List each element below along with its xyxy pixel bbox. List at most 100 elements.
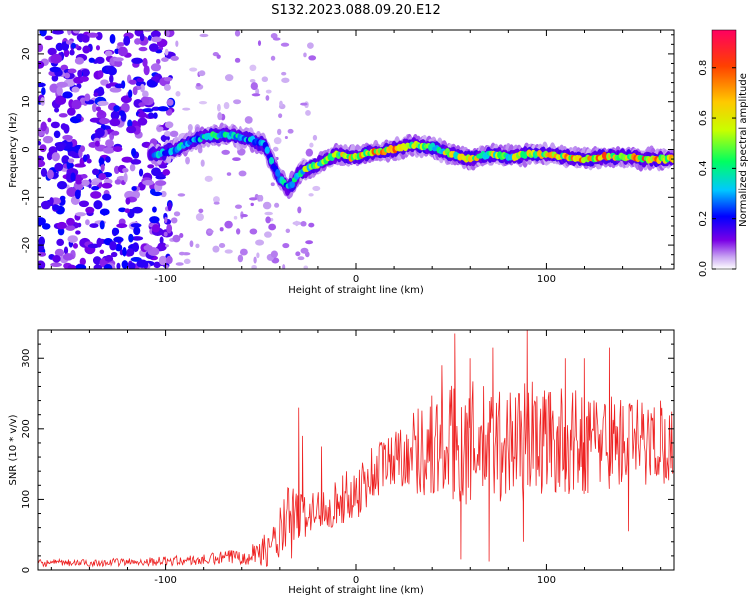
spectrogram-noise-blob (96, 237, 103, 248)
spectrogram-ridge-core (268, 157, 275, 165)
spectrogram-noise-blob (142, 179, 155, 186)
spectrogram-noise-blob (138, 46, 148, 52)
snr-x-label: Height of straight line (km) (288, 585, 424, 596)
spectrogram-noise-blob (100, 162, 105, 172)
spectrogram-noise-blob (88, 57, 95, 63)
spectrogram-noise-blob (270, 250, 278, 258)
spectrogram-noise-blob (126, 248, 135, 257)
spectrogram-noise-blob (114, 59, 123, 68)
spectrogram-noise-blob (87, 243, 100, 249)
spectrogram-noise-blob (219, 227, 224, 232)
spectrogram-noise-blob (274, 202, 280, 208)
spectrogram-noise-blob (118, 207, 127, 213)
spectrogram-noise-blob (253, 256, 257, 264)
spectrogram-noise-blob (122, 167, 129, 173)
spectrogram-noise-blob (93, 264, 103, 269)
spectrogram-noise-blob (159, 236, 164, 244)
spectrogram-noise-blob (85, 206, 95, 214)
spectrogram-noise-blob (280, 42, 290, 47)
spectrogram-noise-blob (56, 86, 63, 96)
spectrogram-noise-blob (250, 202, 254, 207)
spectrogram-noise-blob (147, 35, 152, 41)
spectrogram-noise-blob (130, 159, 142, 165)
spectrogram-noise-blob (112, 227, 120, 236)
spectrogram-noise-blob (249, 78, 256, 83)
spectrogram-noise-blob (177, 193, 186, 197)
spectrogram-noise-blob (157, 106, 169, 112)
spectrogram-noise-blob (163, 131, 172, 137)
spectrogram-noise-blob (74, 163, 87, 168)
spectrogram-noise-blob (147, 164, 155, 169)
spectrogram-x-label: Height of straight line (km) (288, 285, 424, 296)
spectrogram-noise-blob (164, 121, 174, 129)
spectrogram-noise-blob (114, 83, 124, 89)
spectrogram-ridge-core (264, 146, 270, 154)
spectrogram-noise-blob (99, 220, 105, 230)
spectrogram-noise-blob (56, 81, 68, 88)
spectrogram-y-label: Frequency (Hz) (8, 112, 19, 188)
spectrogram-noise-blob (44, 35, 53, 41)
spectrogram-ridge-core (289, 180, 295, 188)
spectrogram-ridge-core (671, 156, 674, 164)
spectrogram-noise-blob (183, 258, 191, 265)
spectrogram-noise-blob (50, 121, 60, 129)
spectrogram-noise-blob (152, 206, 157, 213)
spectrogram-noise-blob (66, 30, 72, 36)
spectrogram-noise-blob (128, 245, 134, 250)
spectrogram-noise-blob (151, 76, 160, 81)
spectrogram-noise-blob (165, 108, 173, 116)
spectrogram-noise-blob (136, 77, 144, 83)
spectrogram-noise-blob (80, 75, 89, 82)
spectrogram-noise-blob (166, 99, 174, 106)
spectrogram-noise-blob (250, 82, 258, 91)
spectrogram-noise-blob (81, 179, 90, 187)
spectrogram-noise-blob (138, 102, 146, 107)
spectrogram-noise-blob (75, 212, 87, 217)
spectrogram-noise-blob (98, 157, 105, 165)
spectrogram-noise-blob (89, 223, 99, 228)
spectrogram-noise-blob (305, 109, 311, 116)
spectrogram-noise-blob (187, 123, 193, 132)
spectrogram-noise-blob (42, 135, 54, 144)
spectrogram-noise-blob (95, 45, 101, 51)
spectrogram-noise-blob (163, 77, 173, 82)
spectrogram-noise-blob (110, 110, 120, 121)
spectrogram-noise-blob (279, 100, 283, 107)
spectrogram-noise-blob (47, 47, 57, 56)
spectrogram-noise-blob (157, 242, 167, 252)
spectrogram-noise-blob (235, 228, 241, 235)
spectrogram-noise-blob (121, 260, 129, 269)
spectrogram-noise-blob (151, 191, 163, 197)
spectrogram-noise-blob (98, 109, 104, 116)
spectrogram-noise-blob (93, 92, 99, 97)
spectrogram-noise-blob (295, 251, 301, 257)
spectrogram-noise-blob (118, 110, 126, 117)
spectrogram-y-tick-label: 20 (21, 48, 32, 61)
spectrogram-noise-blob (294, 220, 299, 227)
spectrogram-noise-blob (39, 144, 47, 153)
spectrogram-noise-blob (47, 117, 52, 123)
spectrogram-noise-blob (92, 103, 97, 113)
spectrogram-noise-blob (49, 66, 61, 73)
spectrogram-noise-blob (153, 112, 158, 119)
spectrogram-noise-blob (97, 70, 104, 79)
spectrogram-noise-blob (53, 130, 61, 139)
spectrogram-noise-blob (56, 238, 65, 246)
spectrogram-noise-blob (282, 264, 286, 269)
spectrogram-noise-blob (199, 33, 209, 38)
spectrogram-noise-blob (109, 74, 114, 84)
spectrogram-noise-blob (128, 233, 134, 243)
spectrogram-noise-blob (70, 42, 76, 49)
spectrogram-noise-blob (265, 216, 271, 224)
spectrogram-noise-blob (38, 159, 46, 168)
spectrogram-noise-blob (300, 247, 309, 254)
spectrogram-y-tick-label: -20 (21, 237, 32, 253)
spectrogram-noise-blob (256, 252, 260, 259)
snr-y-label: SNR (10 * v/v) (8, 414, 19, 485)
spectrogram-noise-blob (116, 223, 128, 229)
colorbar-label: Normalized spectral amplitude (738, 73, 749, 227)
spectrogram-noise-blob (52, 204, 61, 211)
spectrogram-noise-blob (72, 242, 78, 249)
spectrogram-noise-blob (131, 236, 144, 241)
